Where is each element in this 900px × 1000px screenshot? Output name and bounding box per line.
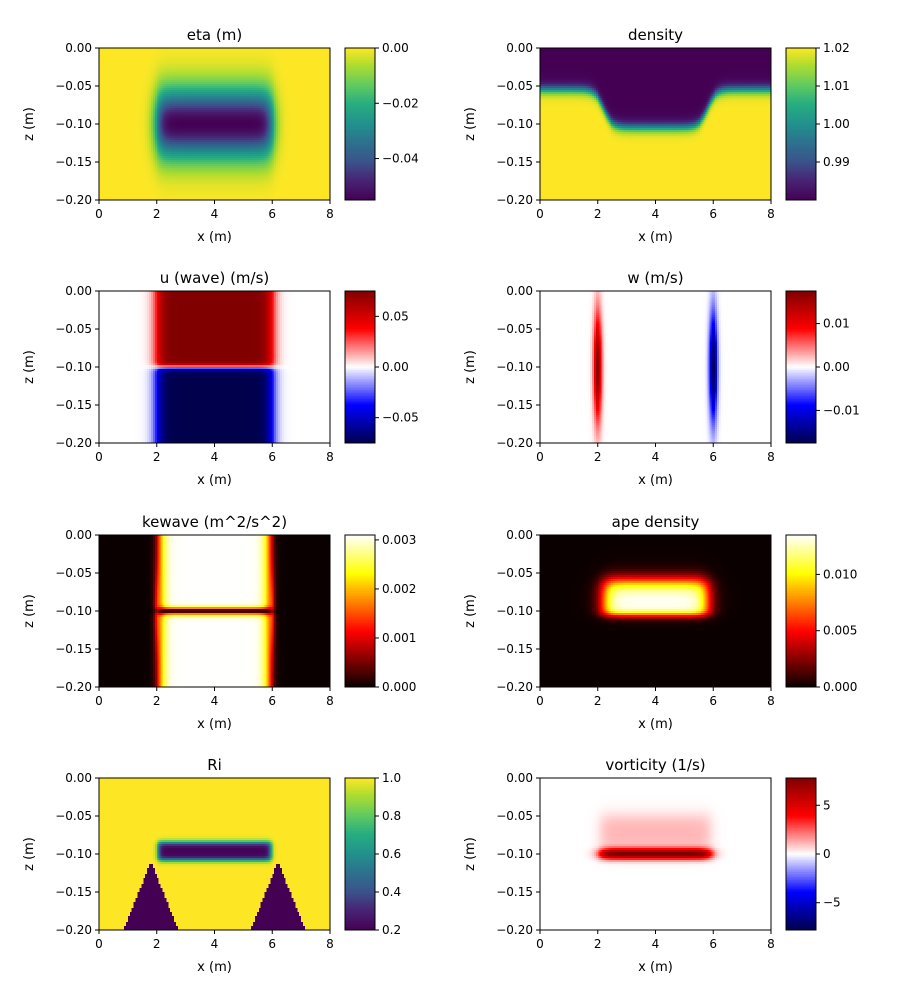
figure: eta (m)0 2 4 6 8x (m)0.00−0.05−0.10−0.15−0.2… [0, 0, 900, 1000]
heatmap-eta [99, 48, 330, 200]
panel-eta: eta (m)0 2 4 6 8x (m)0.00−0.05−0.10−0.15−0.2… [22, 26, 419, 245]
